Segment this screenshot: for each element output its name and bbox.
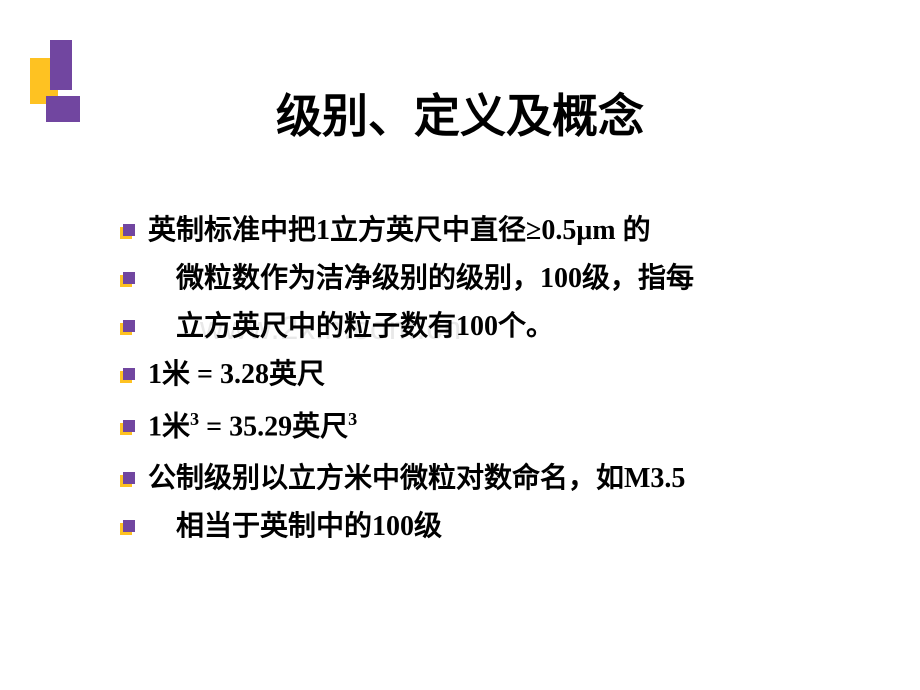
slide-title: 级别、定义及概念 (0, 80, 920, 146)
bullet-text: 微粒数作为洁净级别的级别，100级，指每 (176, 258, 694, 300)
bullet-icon (120, 371, 132, 383)
bullet-text: 1米 = 3.28英尺 (148, 354, 325, 396)
bullet-icon (120, 227, 132, 239)
bullet-icon (120, 275, 132, 287)
slide-content: 英制标准中把1立方英尺中直径≥0.5μm 的微粒数作为洁净级别的级别，100级，… (120, 210, 920, 548)
bullet-line: 相当于英制中的100级 (120, 506, 920, 548)
bullet-line: 微粒数作为洁净级别的级别，100级，指每 (120, 258, 920, 300)
bullet-line: 1米 = 3.28英尺 (120, 354, 920, 396)
bullet-icon (120, 423, 132, 435)
bullet-text: 公制级别以立方米中微粒对数命名，如M3.5 (148, 458, 685, 500)
bullet-line: 1米3 = 35.29英尺3 (120, 406, 920, 448)
bullet-line: 公制级别以立方米中微粒对数命名，如M3.5 (120, 458, 920, 500)
bullet-line: 英制标准中把1立方英尺中直径≥0.5μm 的 (120, 210, 920, 252)
bullet-icon (120, 475, 132, 487)
bullet-line: 立方英尺中的粒子数有100个。 (120, 306, 920, 348)
bullet-text: 立方英尺中的粒子数有100个。 (176, 306, 554, 348)
bullet-icon (120, 523, 132, 535)
bullet-text: 英制标准中把1立方英尺中直径≥0.5μm 的 (148, 210, 651, 252)
bullet-text: 1米3 = 35.29英尺3 (148, 406, 357, 448)
bullet-text: 相当于英制中的100级 (176, 506, 442, 548)
bullet-icon (120, 323, 132, 335)
